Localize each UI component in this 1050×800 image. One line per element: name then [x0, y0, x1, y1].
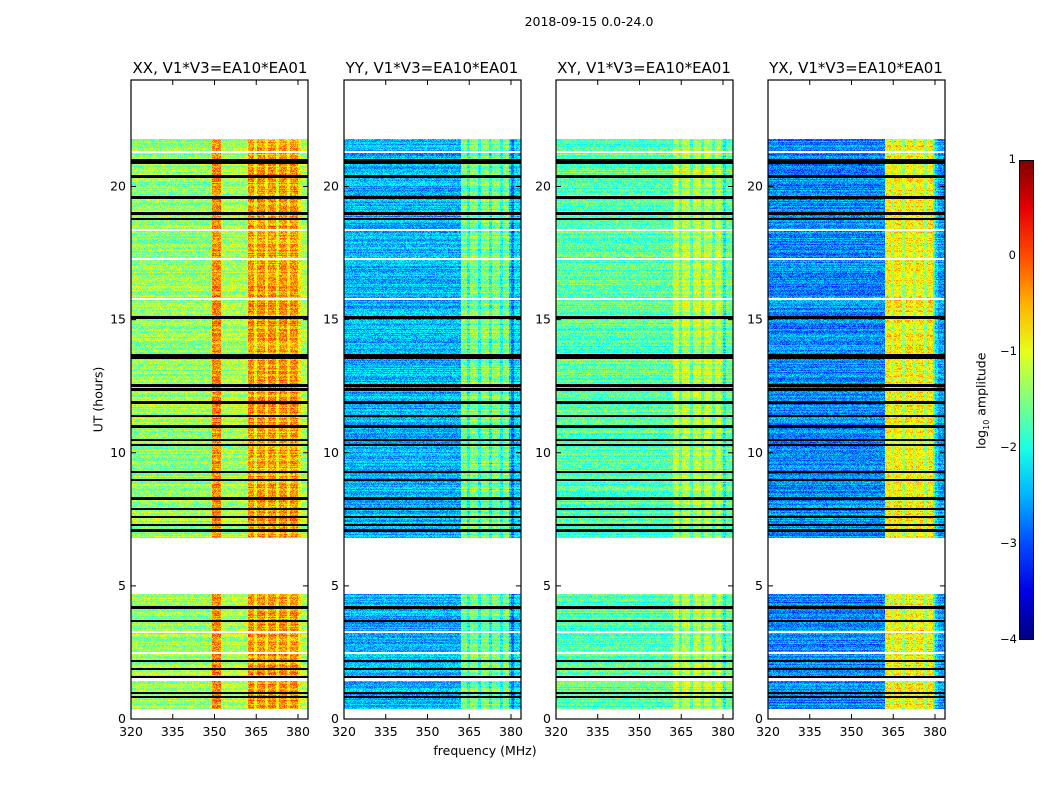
axes-frame — [130, 79, 309, 720]
y-tick-label: 20 — [323, 179, 339, 194]
colorbar — [1019, 160, 1034, 640]
y-tick-label: 5 — [331, 578, 339, 593]
y-tick-label: 10 — [110, 445, 126, 460]
x-tick-label: 365 — [669, 724, 693, 739]
panel-title-xx: XX, V1*V3=EA10*EA01 — [132, 59, 308, 77]
x-tick-label: 380 — [923, 724, 947, 739]
y-tick-label: 0 — [331, 711, 339, 726]
y-tick-label: 0 — [543, 711, 551, 726]
colorbar-label-rest: amplitude — [973, 352, 989, 420]
x-tick-label: 320 — [756, 724, 780, 739]
axes: 320 335 350 365 380 0 5 10 15 20 — [535, 79, 735, 739]
figure-title: 2018-09-15 0.0-24.0 — [524, 14, 654, 29]
y-tick-label: 15 — [535, 312, 551, 327]
colorbar-tick-label: −3 — [1000, 536, 1017, 550]
x-tick-label: 335 — [161, 724, 185, 739]
waterfall-xx — [131, 80, 308, 719]
panel-yy: 320 335 350 365 380 0 5 10 15 20 — [323, 79, 523, 739]
panel-title-yy: YY, V1*V3=EA10*EA01 — [345, 59, 519, 77]
x-tick-label: 380 — [711, 724, 735, 739]
x-tick-label: 350 — [203, 724, 227, 739]
y-tick-label: 20 — [747, 179, 763, 194]
panel-xx: 320 335 350 365 380 0 5 10 15 20 — [110, 79, 310, 739]
y-tick-label: 5 — [755, 578, 763, 593]
x-tick-label: 350 — [416, 724, 440, 739]
colorbar-tick-label: 1 — [1008, 152, 1016, 166]
colorbar-tick-label: −1 — [1000, 344, 1017, 358]
y-tick-label: 10 — [323, 445, 339, 460]
y-tick-label: 20 — [535, 179, 551, 194]
waterfall-xy — [556, 80, 733, 719]
x-tick-label: 350 — [840, 724, 864, 739]
y-tick-label: 20 — [110, 179, 126, 194]
y-tick-label: 15 — [323, 312, 339, 327]
x-tick-label: 320 — [332, 724, 356, 739]
panel-title-xy: XY, V1*V3=EA10*EA01 — [557, 59, 731, 77]
y-tick-label: 5 — [118, 578, 126, 593]
x-tick-label: 350 — [628, 724, 652, 739]
x-tick-label: 320 — [544, 724, 568, 739]
y-tick-label: 15 — [110, 312, 126, 327]
y-tick-label: 15 — [747, 312, 763, 327]
x-tick-label: 365 — [244, 724, 268, 739]
x-tick-label: 380 — [286, 724, 310, 739]
x-tick-label: 335 — [586, 724, 610, 739]
axes-frame — [555, 79, 734, 720]
y-tick-label: 0 — [118, 711, 126, 726]
waterfall-yy — [344, 80, 521, 719]
y-axis-label: UT (hours) — [90, 366, 106, 433]
y-tick-label: 10 — [535, 445, 551, 460]
axes: 320 335 350 365 380 0 5 10 15 20 — [747, 79, 947, 739]
colorbar-tick-label: 0 — [1008, 248, 1016, 262]
waterfall-yx — [768, 80, 945, 719]
x-tick-label: 320 — [119, 724, 143, 739]
axes-frame — [343, 79, 522, 720]
axes: 320 335 350 365 380 0 5 10 15 20 — [110, 79, 310, 739]
x-tick-label: 335 — [798, 724, 822, 739]
panel-yx: 320 335 350 365 380 0 5 10 15 20 — [747, 79, 947, 739]
colorbar-label: log10 amplitude — [973, 341, 991, 461]
x-tick-label: 365 — [881, 724, 905, 739]
panel-title-yx: YX, V1*V3=EA10*EA01 — [769, 59, 943, 77]
x-tick-label: 335 — [374, 724, 398, 739]
y-tick-label: 0 — [755, 711, 763, 726]
axes: 320 335 350 365 380 0 5 10 15 20 — [323, 79, 523, 739]
colorbar-tick-label: −2 — [1000, 440, 1017, 454]
x-tick-label: 380 — [499, 724, 523, 739]
panel-xy: 320 335 350 365 380 0 5 10 15 20 — [535, 79, 735, 739]
x-tick-label: 365 — [457, 724, 481, 739]
colorbar-label-log: log — [973, 429, 989, 449]
axes-frame — [767, 79, 946, 720]
x-axis-label: frequency (MHz) — [433, 743, 537, 758]
y-tick-label: 10 — [747, 445, 763, 460]
y-tick-label: 5 — [543, 578, 551, 593]
colorbar-tick-label: −4 — [1000, 632, 1017, 646]
colorbar-label-sub: 10 — [981, 419, 991, 430]
